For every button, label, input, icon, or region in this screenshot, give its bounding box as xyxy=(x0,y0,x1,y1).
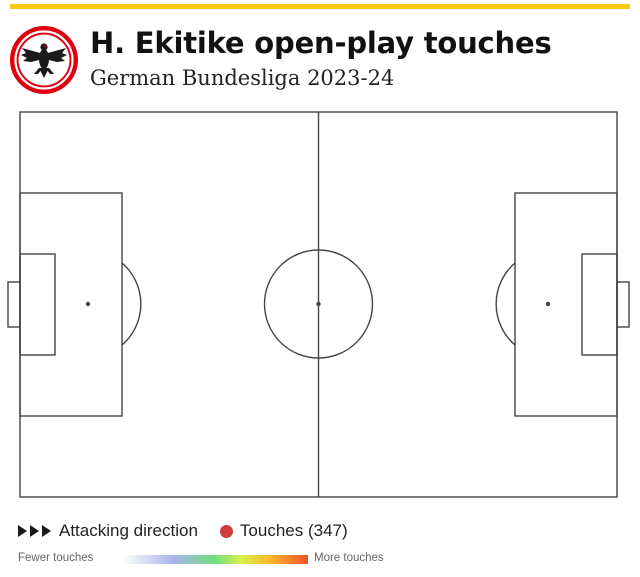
scale-high-label: More touches xyxy=(314,552,384,564)
scale-gradient-bar xyxy=(122,555,308,564)
right-penalty-spot xyxy=(545,301,551,307)
page-title: H. Ekitike open-play touches xyxy=(90,26,552,60)
eintracht-eagle-crest-icon xyxy=(10,26,78,94)
heat-layer xyxy=(81,112,617,497)
right-goal xyxy=(616,281,630,328)
pitch-heatmap xyxy=(0,100,640,510)
top-accent-rule xyxy=(10,4,630,9)
heat-hotspot xyxy=(81,112,198,201)
attacking-direction-label: Attacking direction xyxy=(59,521,198,540)
chart-header: H. Ekitike open-play touches German Bund… xyxy=(8,20,632,100)
touches-count-label: Touches (347) xyxy=(239,521,348,540)
left-penalty-arc xyxy=(121,262,142,346)
heat-hotspot xyxy=(230,146,347,247)
heat-hotspot xyxy=(111,208,228,309)
legend: Attacking direction Touches (347) xyxy=(18,520,618,542)
centre-spot xyxy=(316,301,321,307)
color-scale: Fewer touches More touches xyxy=(18,552,638,568)
centre-circle xyxy=(263,249,374,359)
touch-dot-icon xyxy=(219,524,233,538)
attacking-direction-arrows-icon xyxy=(18,525,51,537)
right-penalty-arc xyxy=(495,262,516,346)
scale-low-label: Fewer touches xyxy=(18,552,94,564)
heat-hotspot xyxy=(511,139,617,239)
heat-hotspot xyxy=(129,339,246,440)
heat-hotspot xyxy=(439,370,556,470)
pitch-lines xyxy=(7,111,630,498)
heat-hotspot xyxy=(320,408,437,497)
heat-hotspot xyxy=(529,339,617,440)
left-goal xyxy=(7,281,21,328)
page-subtitle: German Bundesliga 2023-24 xyxy=(90,66,395,90)
left-penalty-spot xyxy=(85,301,91,307)
